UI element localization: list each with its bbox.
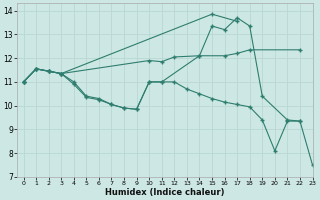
X-axis label: Humidex (Indice chaleur): Humidex (Indice chaleur)	[105, 188, 225, 197]
